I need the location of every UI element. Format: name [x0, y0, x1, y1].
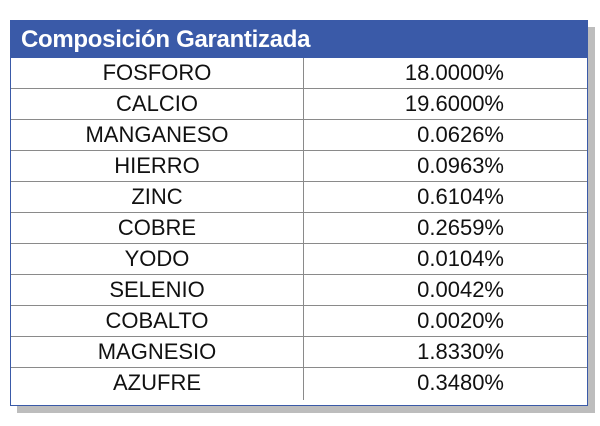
element-name: FOSFORO [11, 58, 304, 88]
table-row: HIERRO 0.0963% [11, 151, 587, 182]
table-row: YODO 0.0104% [11, 244, 587, 275]
element-percentage: 0.6104% [417, 184, 504, 209]
element-percentage: 0.3480% [417, 370, 504, 395]
element-name: COBALTO [11, 306, 304, 336]
element-name: COBRE [11, 213, 304, 243]
element-percentage: 0.0626% [417, 122, 504, 147]
element-name: MANGANESO [11, 120, 304, 150]
element-percentage: 0.0963% [417, 153, 504, 178]
element-name: ZINC [11, 182, 304, 212]
table-body: FOSFORO 18.0000% CALCIO 19.6000% MANGANE… [11, 58, 587, 400]
element-percentage: 0.2659% [417, 215, 504, 240]
element-percentage: 0.0042% [417, 277, 504, 302]
table-row: FOSFORO 18.0000% [11, 58, 587, 89]
element-name: HIERRO [11, 151, 304, 181]
element-percentage: 0.0104% [417, 246, 504, 271]
element-percentage: 19.6000% [404, 91, 504, 116]
element-name: AZUFRE [11, 368, 304, 400]
table-row: MAGNESIO 1.8330% [11, 337, 587, 368]
table-row: CALCIO 19.6000% [11, 89, 587, 120]
table-row: COBALTO 0.0020% [11, 306, 587, 337]
table-row: AZUFRE 0.3480% [11, 368, 587, 400]
element-name: MAGNESIO [11, 337, 304, 367]
element-name: YODO [11, 244, 304, 274]
table-row: SELENIO 0.0042% [11, 275, 587, 306]
element-percentage: 18.0000% [404, 60, 504, 85]
element-percentage: 1.8330% [417, 339, 504, 364]
table-row: ZINC 0.6104% [11, 182, 587, 213]
element-name: CALCIO [11, 89, 304, 119]
element-name: SELENIO [11, 275, 304, 305]
element-percentage: 0.0020% [417, 308, 504, 333]
table-row: COBRE 0.2659% [11, 213, 587, 244]
table-title: Composición Garantizada [11, 21, 587, 58]
table-row: MANGANESO 0.0626% [11, 120, 587, 151]
composition-table: Composición Garantizada FOSFORO 18.0000%… [10, 20, 588, 406]
